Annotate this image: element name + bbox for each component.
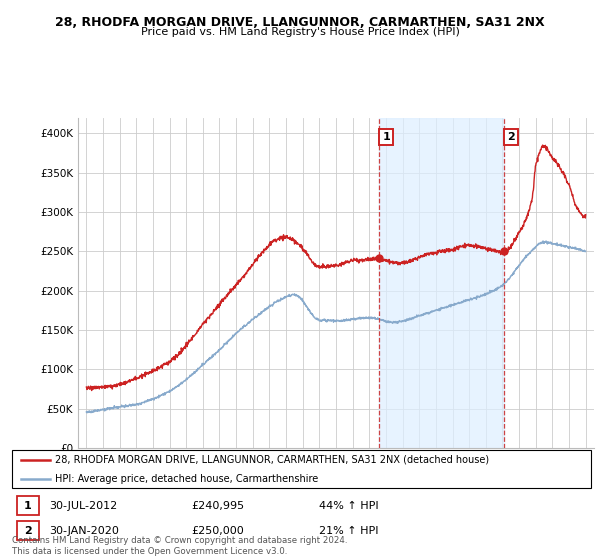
- Text: 30-JUL-2012: 30-JUL-2012: [50, 501, 118, 511]
- FancyBboxPatch shape: [17, 521, 38, 540]
- Text: 2: 2: [507, 132, 515, 142]
- Text: 28, RHODFA MORGAN DRIVE, LLANGUNNOR, CARMARTHEN, SA31 2NX (detached house): 28, RHODFA MORGAN DRIVE, LLANGUNNOR, CAR…: [55, 455, 490, 465]
- Text: 21% ↑ HPI: 21% ↑ HPI: [319, 526, 379, 536]
- Text: 28, RHODFA MORGAN DRIVE, LLANGUNNOR, CARMARTHEN, SA31 2NX: 28, RHODFA MORGAN DRIVE, LLANGUNNOR, CAR…: [55, 16, 545, 29]
- Text: Contains HM Land Registry data © Crown copyright and database right 2024.
This d: Contains HM Land Registry data © Crown c…: [12, 536, 347, 556]
- FancyBboxPatch shape: [12, 450, 591, 488]
- Text: 1: 1: [24, 501, 32, 511]
- Text: 30-JAN-2020: 30-JAN-2020: [50, 526, 119, 536]
- Text: HPI: Average price, detached house, Carmarthenshire: HPI: Average price, detached house, Carm…: [55, 474, 319, 484]
- Text: 44% ↑ HPI: 44% ↑ HPI: [319, 501, 379, 511]
- Text: £250,000: £250,000: [191, 526, 244, 536]
- Text: 1: 1: [382, 132, 390, 142]
- Text: £240,995: £240,995: [191, 501, 245, 511]
- Text: Price paid vs. HM Land Registry's House Price Index (HPI): Price paid vs. HM Land Registry's House …: [140, 27, 460, 37]
- FancyBboxPatch shape: [17, 496, 38, 515]
- Text: 2: 2: [24, 526, 32, 536]
- Bar: [379, 118, 504, 448]
